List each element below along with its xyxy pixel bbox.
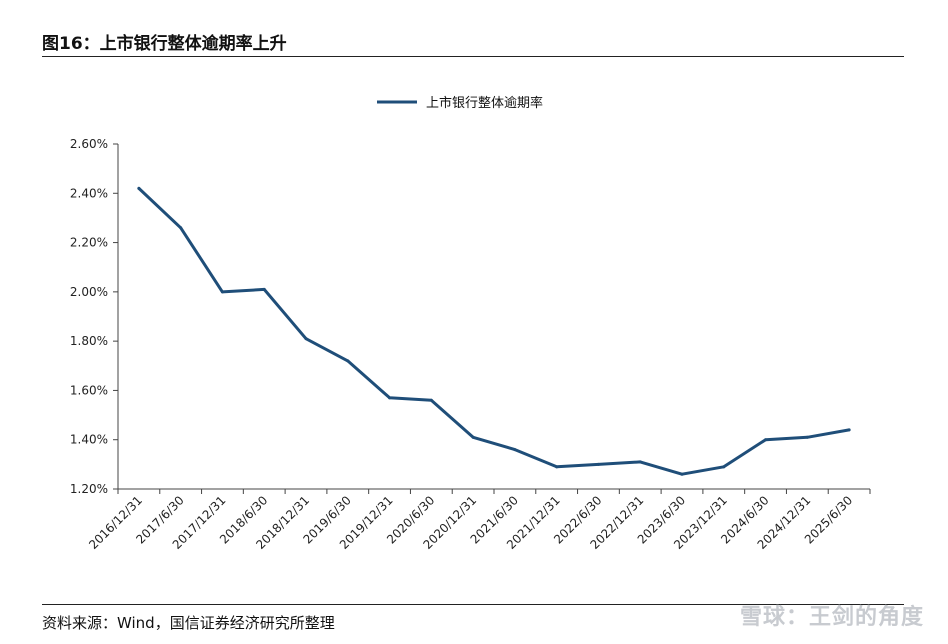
data-point xyxy=(262,287,266,291)
legend: 上市银行整体逾期率 xyxy=(377,95,543,111)
legend-label: 上市银行整体逾期率 xyxy=(426,95,543,111)
y-tick-label: 2.60% xyxy=(70,137,108,151)
y-tick-label: 1.20% xyxy=(70,482,108,496)
y-tick-label: 1.80% xyxy=(70,334,108,348)
data-point xyxy=(555,465,559,469)
line-chart: 上市银行整体逾期率 2.60% 2.40% 2.20% 2.00% 1.80% 1.60%… xyxy=(70,95,871,552)
watermark: 雪球：王剑的角度 xyxy=(739,605,924,630)
data-point xyxy=(346,359,350,363)
data-point xyxy=(304,337,308,341)
y-tick-label: 1.60% xyxy=(70,383,108,397)
data-point xyxy=(429,398,433,402)
figure-title: 图16：上市银行整体逾期率上升 xyxy=(42,34,287,54)
title-rule xyxy=(42,56,904,57)
data-point xyxy=(471,435,475,439)
data-point xyxy=(638,460,642,464)
data-point xyxy=(805,435,809,439)
data-point xyxy=(680,472,684,476)
data-point xyxy=(137,186,141,190)
data-point xyxy=(764,438,768,442)
data-point xyxy=(220,290,224,294)
y-tick-label: 2.40% xyxy=(70,186,108,200)
y-tick-label: 2.00% xyxy=(70,285,108,299)
y-tick-label: 1.40% xyxy=(70,433,108,447)
x-tick-label: 2016/12/31 xyxy=(86,493,145,552)
data-point xyxy=(388,396,392,400)
data-point xyxy=(722,465,726,469)
data-point xyxy=(179,226,183,230)
source-note: 资料来源：Wind，国信证券经济研究所整理 xyxy=(42,614,335,632)
data-point xyxy=(513,448,517,452)
source-rule xyxy=(42,604,904,605)
y-tick-label: 2.20% xyxy=(70,236,108,250)
data-point xyxy=(596,462,600,466)
data-point xyxy=(847,428,851,432)
series-line xyxy=(137,186,851,476)
